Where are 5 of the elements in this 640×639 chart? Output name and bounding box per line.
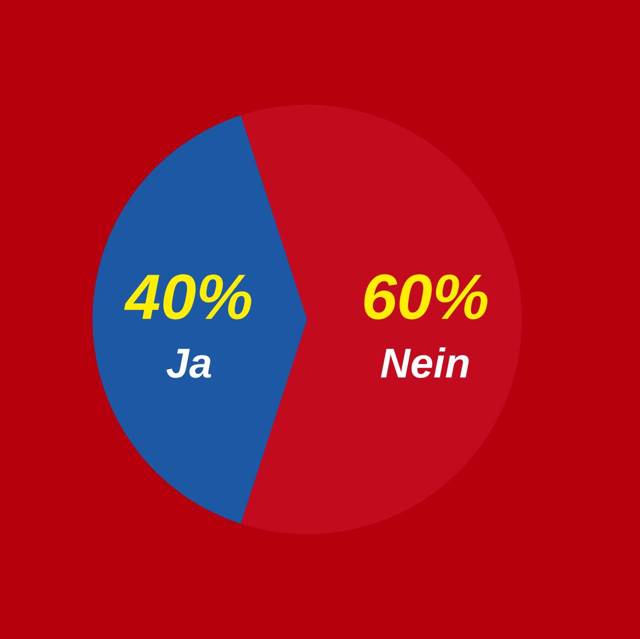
data-label: 60%	[364, 274, 488, 320]
data-label: 40%	[124, 274, 252, 320]
pie-slice	[92, 115, 308, 524]
slice-label: Nein	[380, 347, 469, 378]
slice-label: Ja	[166, 348, 212, 378]
